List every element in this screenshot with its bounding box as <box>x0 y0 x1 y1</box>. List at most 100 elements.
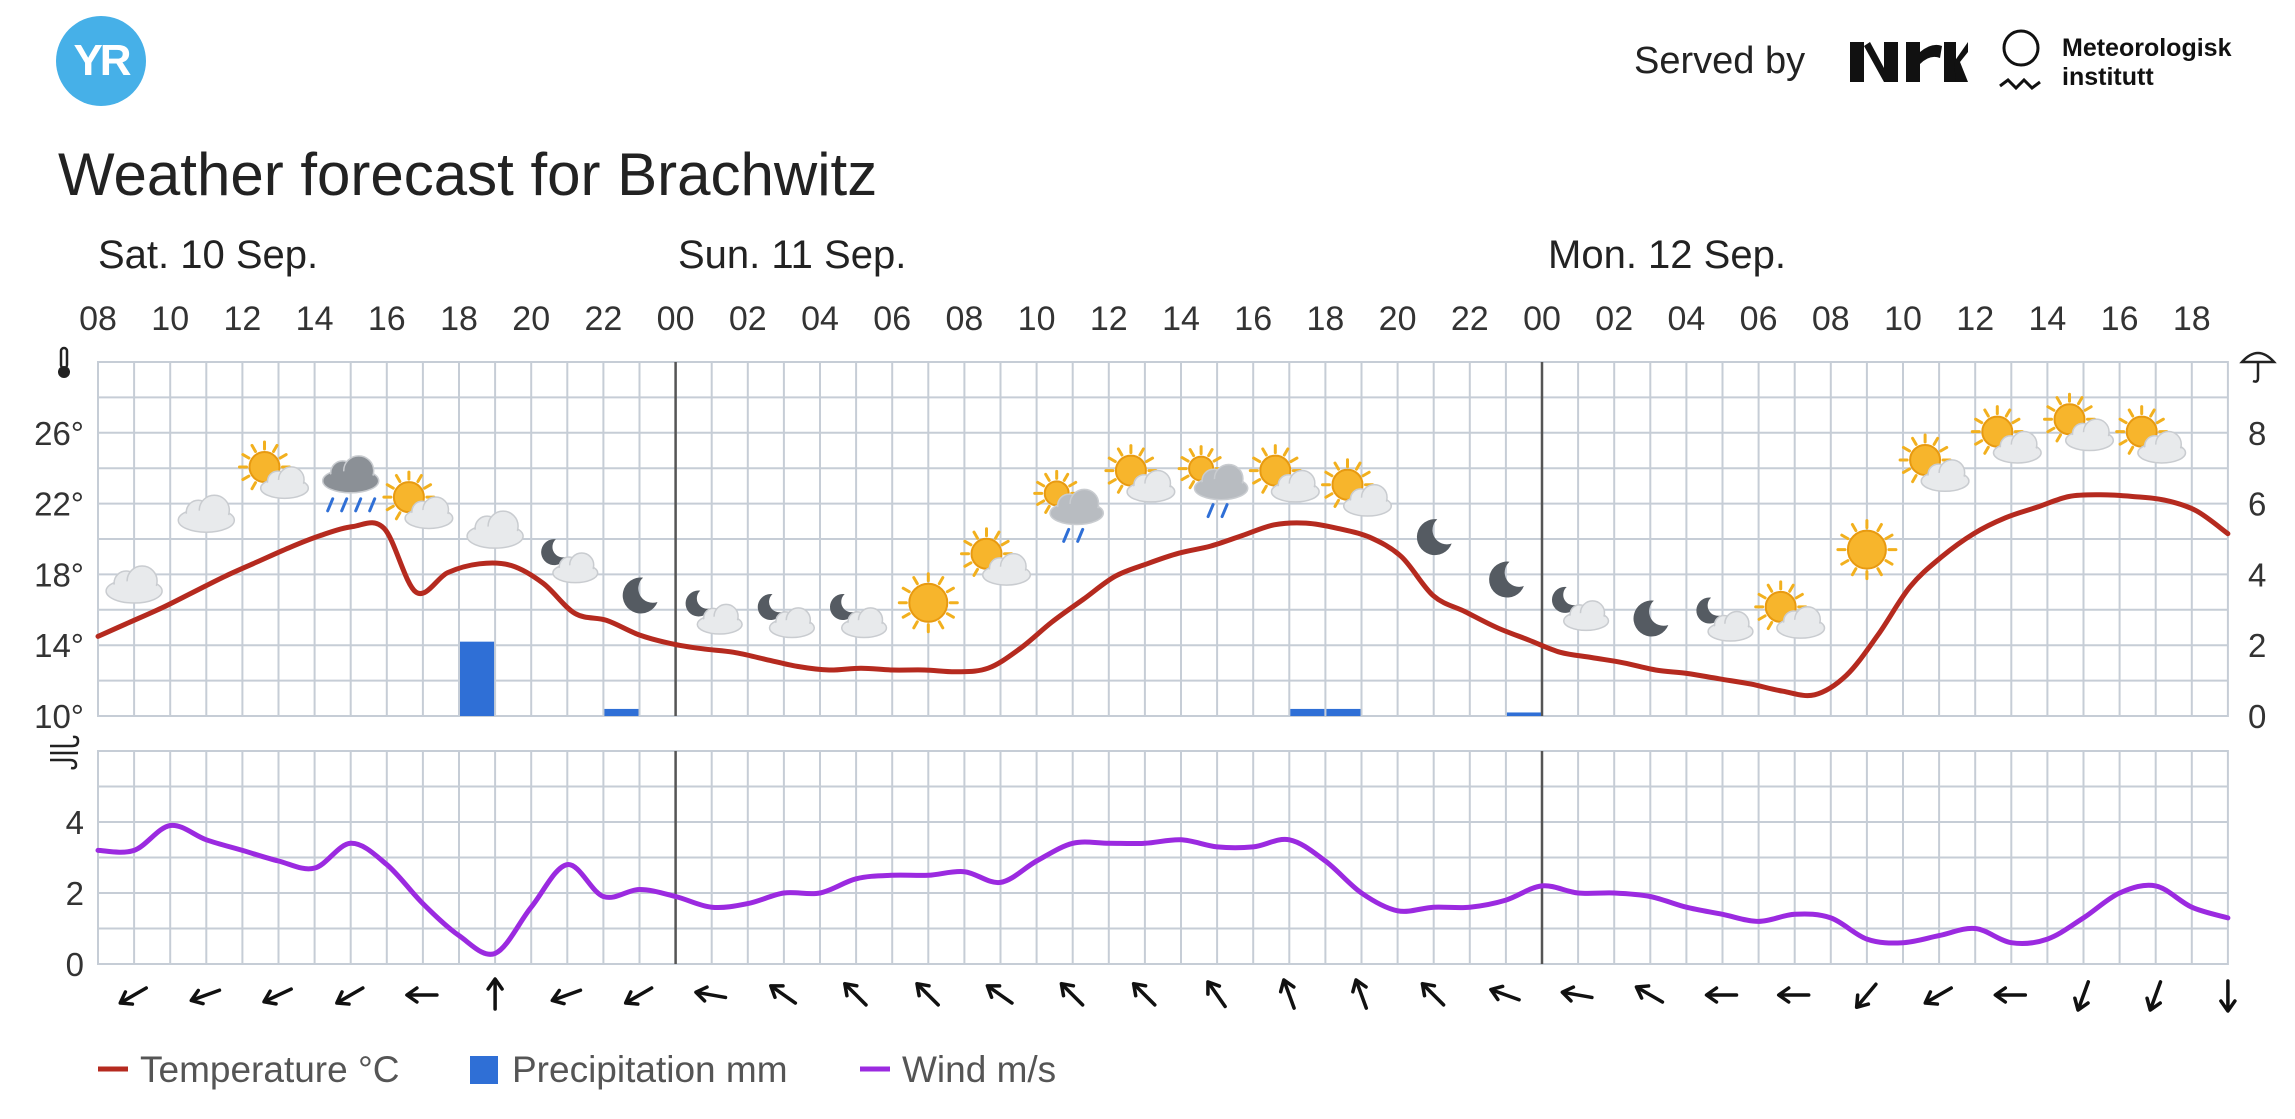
wind-arrow <box>694 985 728 1003</box>
wind-arrow-head <box>335 990 351 1006</box>
cloud-shape <box>698 616 741 633</box>
sun-ray <box>1188 480 1196 490</box>
sun-ray <box>1901 445 1912 453</box>
sun-ray <box>1107 478 1117 485</box>
sun-ray <box>1289 456 1299 464</box>
rain-drop <box>1206 503 1215 519</box>
hour-tick-label: 16 <box>2101 300 2139 338</box>
sun-ray <box>394 511 402 521</box>
moon-shape <box>1551 586 1578 613</box>
sun-ray <box>2083 405 2093 412</box>
hour-tick-label: 08 <box>945 300 983 338</box>
sun-ray <box>2127 445 2135 455</box>
sun-ray <box>1324 492 1334 499</box>
wind-arrow-head <box>405 986 419 1004</box>
sun-ray <box>901 612 911 619</box>
temperature-series <box>95 492 2231 699</box>
wind-arrow-head <box>1420 981 1437 998</box>
moon-icon <box>1633 600 1669 637</box>
cloud-shape <box>324 470 377 491</box>
wind-arrow <box>405 986 439 1004</box>
wind-series <box>95 822 2231 957</box>
sun-ray <box>1794 592 1804 600</box>
sun-ray <box>1138 447 1145 457</box>
temperature-tick-label: 14° <box>34 627 84 664</box>
met-line-2: institutt <box>2062 63 2154 91</box>
cloud-shape <box>1128 483 1173 501</box>
wind-arrow <box>189 988 222 1006</box>
sun-ray <box>272 443 279 453</box>
wind-direction-arrows <box>118 977 2237 1013</box>
wind-arrow-shaft <box>552 988 583 1002</box>
legend-item: Precipitation mm <box>470 1049 788 1090</box>
yr-logo[interactable]: YR <box>56 16 146 106</box>
wind-arrow-head <box>1560 985 1576 1003</box>
sun-ray <box>1144 456 1155 464</box>
cloud-shape <box>843 619 885 636</box>
wind-arrow <box>843 981 868 1007</box>
wind-arrow <box>486 977 504 1011</box>
sun-disc <box>908 582 949 623</box>
served-by-label: Served by <box>1634 40 1806 82</box>
day-label: Mon. 12 Sep. <box>1548 233 1786 277</box>
wind-arrow-shaft <box>1636 986 1665 1004</box>
sun-ray <box>1840 559 1850 566</box>
wind-arrow <box>1351 978 1369 1010</box>
sun-ray <box>1766 620 1774 631</box>
moon-icon <box>1489 561 1524 598</box>
wind-arrow-shaft <box>844 983 868 1007</box>
sun-ray <box>2155 417 2165 425</box>
nrk-logo[interactable] <box>1850 38 1968 86</box>
sun-ray <box>1000 539 1010 547</box>
sun-ray <box>1983 408 1990 418</box>
hour-tick-label: 16 <box>1234 300 1272 338</box>
wind-line <box>95 822 2231 957</box>
partly-cloudy-day-icon <box>1898 433 1970 493</box>
wind-arrow-head <box>1489 984 1505 1002</box>
sun-ray <box>972 567 979 577</box>
legend-label: Temperature °C <box>140 1049 400 1090</box>
wind-arrow-shaft <box>625 986 654 1004</box>
sun-ray <box>994 530 1001 540</box>
wind-arrow-shaft <box>770 985 798 1005</box>
sun-ray <box>1036 480 1046 488</box>
sun-ray <box>1757 592 1767 600</box>
sun-ray <box>945 612 955 619</box>
sun-ray <box>912 620 919 630</box>
wind-arrow-head <box>2219 999 2237 1013</box>
cloud-shape <box>2067 431 2112 449</box>
sun-ray <box>1333 498 1340 508</box>
wind-arrow <box>1278 978 1296 1010</box>
sun-ray <box>2055 433 2062 443</box>
wind-arrow <box>2219 979 2237 1013</box>
wind-arrow-head <box>623 990 640 1006</box>
legend-label: Precipitation mm <box>512 1049 788 1090</box>
met-institute-logo[interactable] <box>1996 28 2046 98</box>
day-labels: Sat. 10 Sep. Sun. 11 Sep. Mon. 12 Sep. <box>98 233 1786 277</box>
sun-ray <box>1107 456 1117 464</box>
cloud-shape <box>1052 503 1102 523</box>
wind-arrow <box>1131 981 1157 1007</box>
wind-arrow-shaft <box>120 986 148 1004</box>
cloud-shape <box>1196 478 1246 498</box>
wind-arrow-shaft <box>1133 983 1157 1007</box>
sun-ray <box>1757 614 1767 621</box>
light-rain-partly-cloudy-icon <box>1033 469 1105 543</box>
wind-arrow-shaft <box>2149 980 2163 1010</box>
cloud-shape <box>1778 619 1823 637</box>
cloud-shape <box>1995 444 2040 462</box>
weather-icons <box>105 392 2187 642</box>
partly-cloudy-day-icon <box>1970 405 2042 464</box>
sun-ray <box>1974 439 1984 446</box>
wind-arrow <box>623 986 654 1006</box>
wind-arrow-head <box>189 988 205 1006</box>
sun-ray <box>1261 484 1268 494</box>
sun-ray <box>1939 445 1949 453</box>
sun-ray <box>241 474 251 482</box>
sun-ray <box>278 453 288 460</box>
temperature-tick-label: 26° <box>34 415 84 452</box>
wind-arrow-head <box>1059 981 1076 998</box>
sun-ray <box>1911 474 1918 484</box>
precipitation-axis: 0 2 4 6 8 <box>2248 415 2266 735</box>
sun-ray <box>1180 474 1190 482</box>
